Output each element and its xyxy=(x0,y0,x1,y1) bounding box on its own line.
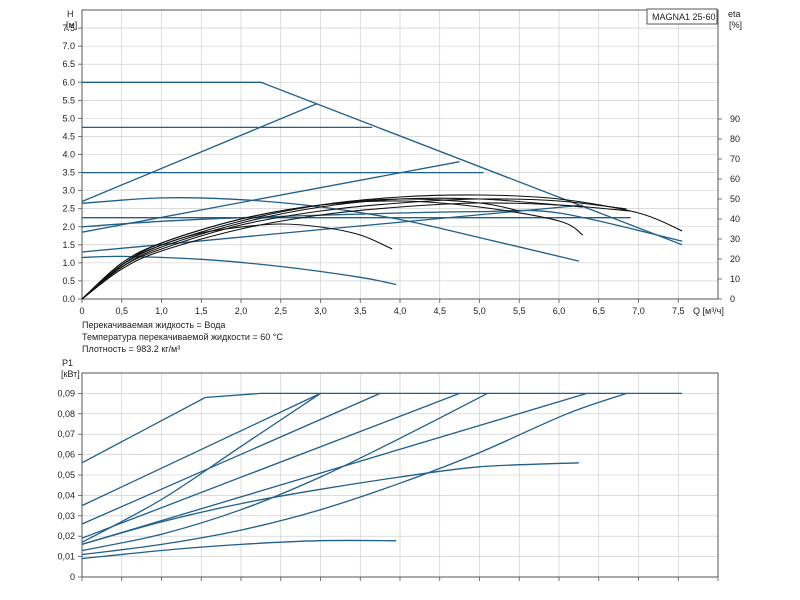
y-tick-label: 4.0 xyxy=(62,150,75,160)
p-y-tick-label: 0 xyxy=(70,572,75,582)
y2-tick-label: 60 xyxy=(730,174,740,184)
y-tick-label: 1.0 xyxy=(62,258,75,268)
y-tick-label: 3.0 xyxy=(62,186,75,196)
x-tick-label: 5,0 xyxy=(473,306,486,316)
p-y-tick-label: 0,06 xyxy=(57,450,75,460)
x-tick-label: 0,5 xyxy=(115,306,128,316)
power-curve xyxy=(81,392,460,539)
head-curve xyxy=(81,209,683,242)
y-axis-title: H xyxy=(67,9,74,19)
x-tick-label: 6,0 xyxy=(553,306,566,316)
p-y-tick-label: 0,05 xyxy=(57,470,75,480)
x-tick-label: 5,5 xyxy=(513,306,526,316)
p-y-tick-label: 0,03 xyxy=(57,511,75,521)
y-tick-label: 5.0 xyxy=(62,113,75,123)
p-y-tick-label: 0,08 xyxy=(57,409,75,419)
y-axis-unit: [м] xyxy=(66,20,77,30)
efficiency-curve xyxy=(81,197,583,300)
power-curve xyxy=(81,462,579,546)
head-plot-grid xyxy=(81,9,719,300)
x-tick-label: 3,0 xyxy=(314,306,327,316)
p-y-tick-label: 0,01 xyxy=(57,552,75,562)
power-curve xyxy=(81,392,321,543)
x-axis-title: Q [м³/ч] xyxy=(693,306,724,316)
model-title: MAGNA1 25-60 xyxy=(652,12,716,22)
efficiency-curve xyxy=(81,198,627,300)
axis-labels: 0.0 0.5 1.0 1.5 2.0 2.5 3.0 3.5 4.0 4.5 5.0 5.5 6.0 6… xyxy=(57,9,742,582)
head-plot-curves xyxy=(81,81,683,300)
power-plot-curves xyxy=(81,392,683,560)
x-tick-label: 0 xyxy=(79,306,84,316)
p-axis-unit: [кВт] xyxy=(61,369,80,379)
power-curve xyxy=(81,392,321,507)
y-tick-label: 2.5 xyxy=(62,204,75,214)
y2-tick-label: 0 xyxy=(730,294,735,304)
x-tick-label: 4,0 xyxy=(394,306,407,316)
y-tick-label: 6.5 xyxy=(62,59,75,69)
x-tick-label: 2,5 xyxy=(274,306,287,316)
y2-axis-unit: [%] xyxy=(729,20,742,30)
power-curve xyxy=(81,392,587,546)
p-y-tick-label: 0,02 xyxy=(57,531,75,541)
x-tick-label: 7,5 xyxy=(672,306,685,316)
y-tick-label: 4.5 xyxy=(62,131,75,141)
y2-tick-label: 70 xyxy=(730,154,740,164)
density-note: Плотность = 983.2 кг/м³ xyxy=(82,344,181,354)
efficiency-curve xyxy=(81,198,520,300)
power-plot-grid xyxy=(81,372,719,578)
p-y-tick-label: 0,09 xyxy=(57,388,75,398)
y2-tick-label: 50 xyxy=(730,194,740,204)
power-curve xyxy=(81,392,381,525)
head-curve xyxy=(81,103,317,203)
y-tick-label: 7.0 xyxy=(62,41,75,51)
head-curve xyxy=(81,197,580,262)
model-title-box xyxy=(646,8,718,25)
y2-tick-label: 20 xyxy=(730,254,740,264)
power-curve xyxy=(81,392,627,556)
x-tick-label: 6,5 xyxy=(592,306,605,316)
y2-tick-label: 30 xyxy=(730,234,740,244)
p-y-tick-label: 0,07 xyxy=(57,429,75,439)
y2-axis-title: eta xyxy=(728,9,741,19)
y-tick-label: 2.0 xyxy=(62,222,75,232)
head-curve xyxy=(82,81,683,246)
power-curve xyxy=(81,539,397,560)
y-tick-label: 1.5 xyxy=(62,240,75,250)
y2-tick-label: 80 xyxy=(730,134,740,144)
y-tick-label: 0.0 xyxy=(62,294,75,304)
p-y-tick-label: 0,04 xyxy=(57,490,75,500)
y2-tick-label: 10 xyxy=(730,274,740,284)
head-curve xyxy=(81,161,460,233)
y2-tick-label: 40 xyxy=(730,214,740,224)
y-tick-label: 6.0 xyxy=(62,77,75,87)
p-axis-title: P1 xyxy=(62,358,73,368)
power-curve xyxy=(81,392,488,552)
temperature-note: Температура перекачиваемой жидкости = 60… xyxy=(82,332,283,342)
head-curve xyxy=(81,255,397,286)
x-tick-label: 1,0 xyxy=(155,306,168,316)
x-tick-label: 2,0 xyxy=(235,306,248,316)
y-tick-label: 3.5 xyxy=(62,168,75,178)
x-tick-label: 4,5 xyxy=(433,306,446,316)
efficiency-curve xyxy=(81,202,631,300)
y-tick-label: 0.5 xyxy=(62,276,75,286)
fluid-note: Перекачиваемая жидкость = Вода xyxy=(82,320,226,330)
power-curve xyxy=(81,392,683,464)
x-tick-label: 3,5 xyxy=(354,306,367,316)
y-tick-label: 5.5 xyxy=(62,95,75,105)
x-tick-label: 1,5 xyxy=(195,306,208,316)
x-tick-label: 7,0 xyxy=(632,306,645,316)
y-tick-label: 7.5 xyxy=(62,23,75,33)
efficiency-curve xyxy=(81,194,683,300)
y2-tick-label: 90 xyxy=(730,114,740,124)
